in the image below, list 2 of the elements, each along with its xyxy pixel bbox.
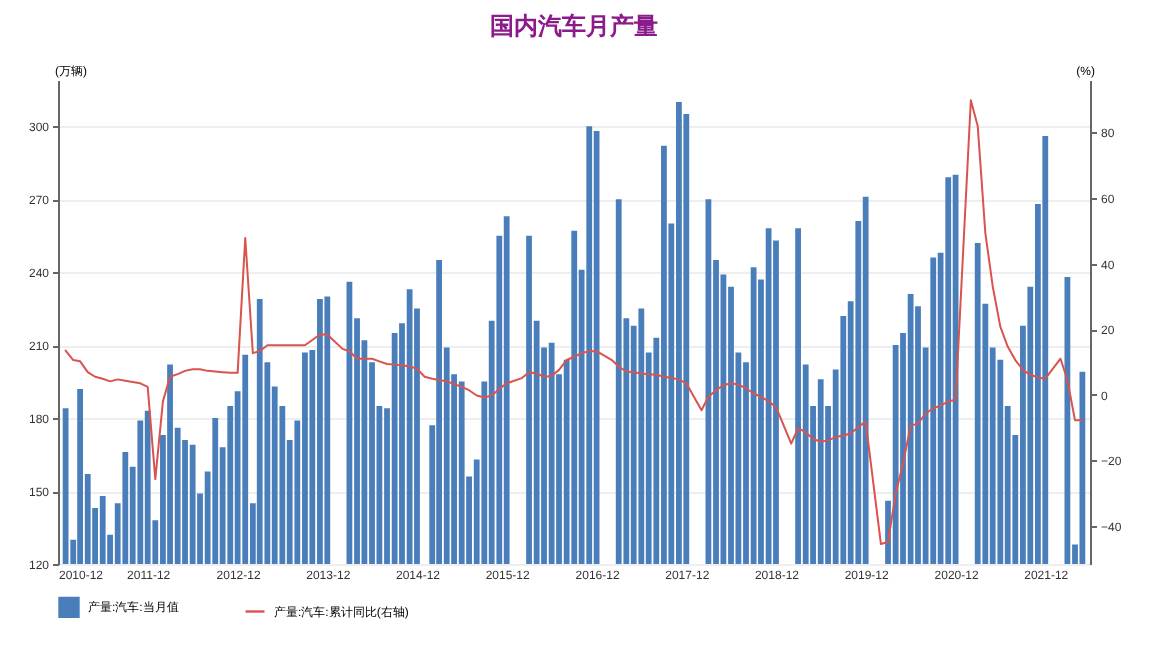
line-series xyxy=(64,99,1084,545)
chart-title: 国内汽车月产量 xyxy=(490,12,658,40)
